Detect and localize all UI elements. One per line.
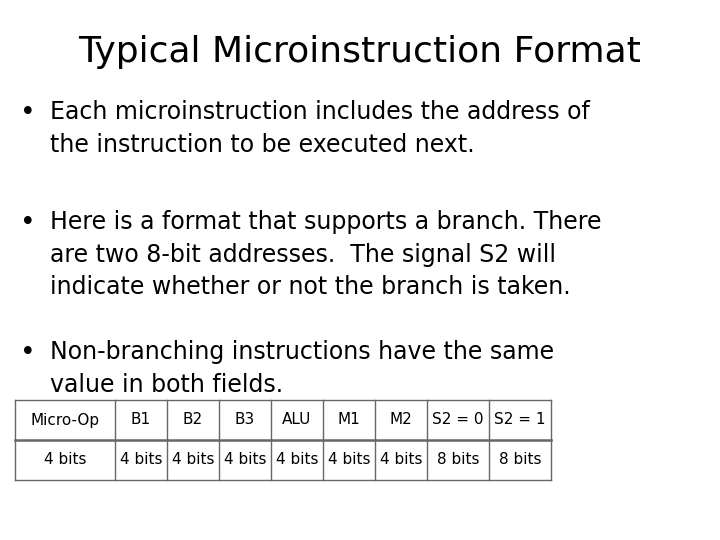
Text: B2: B2 <box>183 413 203 428</box>
Text: B3: B3 <box>235 413 255 428</box>
Text: Micro-Op: Micro-Op <box>30 413 99 428</box>
Text: M1: M1 <box>338 413 361 428</box>
Text: ALU: ALU <box>282 413 312 428</box>
Text: 8 bits: 8 bits <box>437 453 480 468</box>
Text: 4 bits: 4 bits <box>276 453 318 468</box>
Text: M2: M2 <box>390 413 413 428</box>
Text: 4 bits: 4 bits <box>44 453 86 468</box>
Text: 4 bits: 4 bits <box>172 453 215 468</box>
Text: S2 = 0: S2 = 0 <box>432 413 484 428</box>
Text: Non-branching instructions have the same
value in both fields.: Non-branching instructions have the same… <box>50 340 554 396</box>
Text: •: • <box>20 340 36 366</box>
Text: S2 = 1: S2 = 1 <box>494 413 546 428</box>
Text: 4 bits: 4 bits <box>328 453 370 468</box>
Text: 4 bits: 4 bits <box>120 453 162 468</box>
Text: 8 bits: 8 bits <box>499 453 541 468</box>
Text: Each microinstruction includes the address of
the instruction to be executed nex: Each microinstruction includes the addre… <box>50 100 590 157</box>
Text: Here is a format that supports a branch. There
are two 8-bit addresses.  The sig: Here is a format that supports a branch.… <box>50 210 601 299</box>
Text: 4 bits: 4 bits <box>224 453 266 468</box>
Text: •: • <box>20 100 36 126</box>
Text: B1: B1 <box>131 413 151 428</box>
Text: Typical Microinstruction Format: Typical Microinstruction Format <box>78 35 642 69</box>
Text: 4 bits: 4 bits <box>379 453 422 468</box>
Text: •: • <box>20 210 36 236</box>
